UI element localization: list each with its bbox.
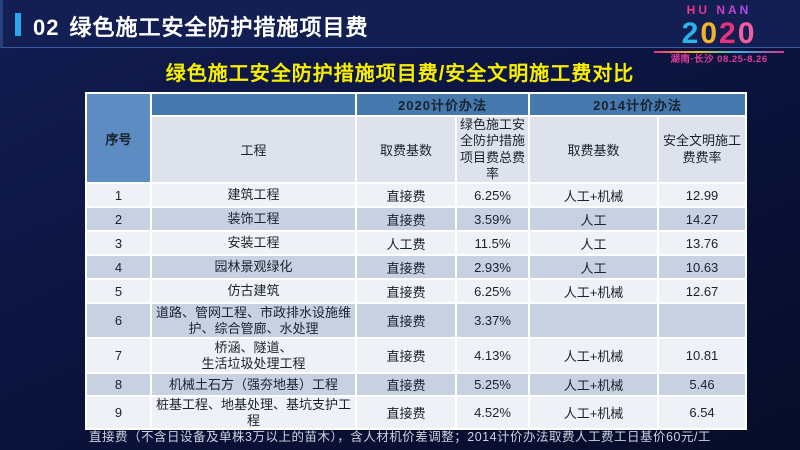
base2014-cell: 人工+机械 [528, 394, 660, 431]
header-group-2020: 2020计价办法 [354, 92, 531, 117]
rate2014-cell [657, 302, 748, 339]
project-cell: 道路、管网工程、市政排水设施维护、综合管廊、水处理 [150, 302, 357, 339]
header-rate-2020: 绿色施工安全防护措施项目费总费率 [454, 115, 531, 184]
rate2014-cell: 5.46 [657, 372, 748, 397]
logo-digit: 2 [681, 16, 701, 50]
base2020-cell: 直接费 [355, 372, 457, 397]
seq-cell: 1 [85, 182, 152, 208]
footnote: 直接费（不含日设备及单株3万以上的苗木），含人材机价差调整；2014计价办法取费… [89, 430, 711, 444]
base2014-cell: 人工 [528, 254, 660, 280]
header-spacer [150, 92, 357, 117]
table-header-group-row: 序号 2020计价办法 2014计价办法 [85, 92, 748, 184]
seq-cell: 8 [85, 372, 152, 397]
header-project: 工程 [150, 115, 357, 184]
base2020-cell: 直接费 [355, 337, 457, 374]
rate2014-cell: 6.54 [657, 394, 748, 431]
table-row: 4 园林景观绿化 直接费 2.93% 人工 10.63 [85, 254, 748, 280]
project-cell: 仿古建筑 [150, 278, 357, 304]
project-cell: 桩基工程、地基处理、基坑支护工程 [150, 394, 357, 431]
header-base-2020: 取费基数 [355, 115, 457, 184]
event-logo: HU NAN 2020 湖南·长沙 08.25-8.26 [648, 3, 790, 66]
accent-bar [15, 13, 21, 36]
base2014-cell: 人工+机械 [528, 372, 660, 397]
rate2020-cell: 3.59% [454, 206, 531, 232]
rate2020-cell: 6.25% [454, 182, 531, 208]
table-row: 8 机械土石方（强夯地基）工程 直接费 5.25% 人工+机械 5.46 [85, 372, 748, 397]
base2020-cell: 直接费 [355, 278, 457, 304]
table-row: 2 装饰工程 直接费 3.59% 人工 14.27 [85, 206, 748, 232]
section-title: 绿色施工安全防护措施项目费 [69, 15, 369, 40]
logo-digit: 0 [700, 16, 719, 50]
rate2020-cell: 4.52% [454, 394, 531, 431]
base2020-cell: 直接费 [355, 394, 457, 431]
table-header-row: 工程 取费基数 绿色施工安全防护措施项目费总费率 取费基数 安全文明施工费费率 [86, 115, 748, 184]
section-heading: 02 绿色施工安全防护措施项目费 [33, 10, 369, 42]
logo-divider-line [654, 51, 784, 54]
header-seq: 序号 [85, 92, 152, 184]
rate2020-cell: 5.25% [454, 372, 531, 397]
rate2014-cell: 12.99 [657, 182, 748, 208]
base2014-cell: 人工 [528, 206, 660, 232]
logo-date: 湖南·长沙 08.25-8.26 [670, 54, 768, 66]
header-group-2014: 2014计价办法 [528, 92, 748, 117]
logo-hunan-text: HU NAN [648, 3, 790, 18]
top-bar: 02 绿色施工安全防护措施项目费 [0, 0, 800, 48]
project-cell: 园林景观绿化 [150, 254, 357, 280]
rate2014-cell: 10.81 [657, 337, 748, 374]
rate2020-cell: 4.13% [454, 337, 531, 374]
project-cell: 装饰工程 [150, 206, 357, 232]
rate2020-cell: 6.25% [454, 278, 531, 304]
base2020-cell: 直接费 [355, 182, 457, 208]
base2014-cell: 人工 [528, 230, 660, 256]
seq-cell: 7 [85, 337, 152, 374]
base2014-cell [528, 302, 660, 339]
base2020-cell: 人工费 [355, 230, 457, 256]
rate2020-cell: 11.5% [454, 230, 531, 256]
base2014-cell: 人工+机械 [528, 337, 660, 374]
project-cell: 桥涵、隧道、 生活垃圾处理工程 [150, 337, 357, 374]
section-number: 02 [33, 15, 60, 40]
fee-comparison-table: 序号 2020计价办法 2014计价办法 工程 取费基数 绿色施工安全防护措施项… [85, 92, 748, 431]
table-row: 6 道路、管网工程、市政排水设施维护、综合管廊、水处理 直接费 3.37% [85, 302, 748, 339]
table-row: 3 安装工程 人工费 11.5% 人工 13.76 [85, 230, 748, 256]
logo-year-2020: 2020 [648, 18, 790, 50]
table-row: 1 建筑工程 直接费 6.25% 人工+机械 12.99 [85, 182, 748, 208]
base2014-cell: 人工+机械 [528, 278, 660, 304]
header-base-2014: 取费基数 [528, 115, 660, 184]
page-title: 绿色施工安全防护措施项目费/安全文明施工费对比 [165, 63, 635, 85]
seq-cell: 6 [85, 302, 152, 339]
seq-cell: 5 [85, 278, 152, 304]
base2014-cell: 人工+机械 [528, 182, 660, 208]
seq-cell: 4 [85, 254, 152, 280]
header-rate-2014: 安全文明施工费费率 [657, 115, 748, 184]
table-row: 7 桥涵、隧道、 生活垃圾处理工程 直接费 4.13% 人工+机械 10.81 [85, 337, 748, 374]
rate2020-cell: 2.93% [454, 254, 531, 280]
project-cell: 建筑工程 [150, 182, 357, 208]
project-cell: 安装工程 [150, 230, 357, 256]
rate2014-cell: 10.63 [657, 254, 748, 280]
seq-cell: 9 [85, 394, 152, 431]
base2020-cell: 直接费 [355, 206, 457, 232]
rate2020-cell: 3.37% [454, 302, 531, 339]
rate2014-cell: 12.67 [657, 278, 748, 304]
table-row: 9 桩基工程、地基处理、基坑支护工程 直接费 4.52% 人工+机械 6.54 [85, 394, 748, 431]
table-row: 5 仿古建筑 直接费 6.25% 人工+机械 12.67 [85, 278, 748, 304]
rate2014-cell: 14.27 [657, 206, 748, 232]
base2020-cell: 直接费 [355, 254, 457, 280]
seq-cell: 2 [85, 206, 152, 232]
logo-digit: 0 [737, 16, 757, 50]
base2020-cell: 直接费 [355, 302, 457, 339]
project-cell: 机械土石方（强夯地基）工程 [150, 372, 357, 397]
logo-digit: 2 [719, 16, 738, 50]
seq-cell: 3 [85, 230, 152, 256]
rate2014-cell: 13.76 [657, 230, 748, 256]
